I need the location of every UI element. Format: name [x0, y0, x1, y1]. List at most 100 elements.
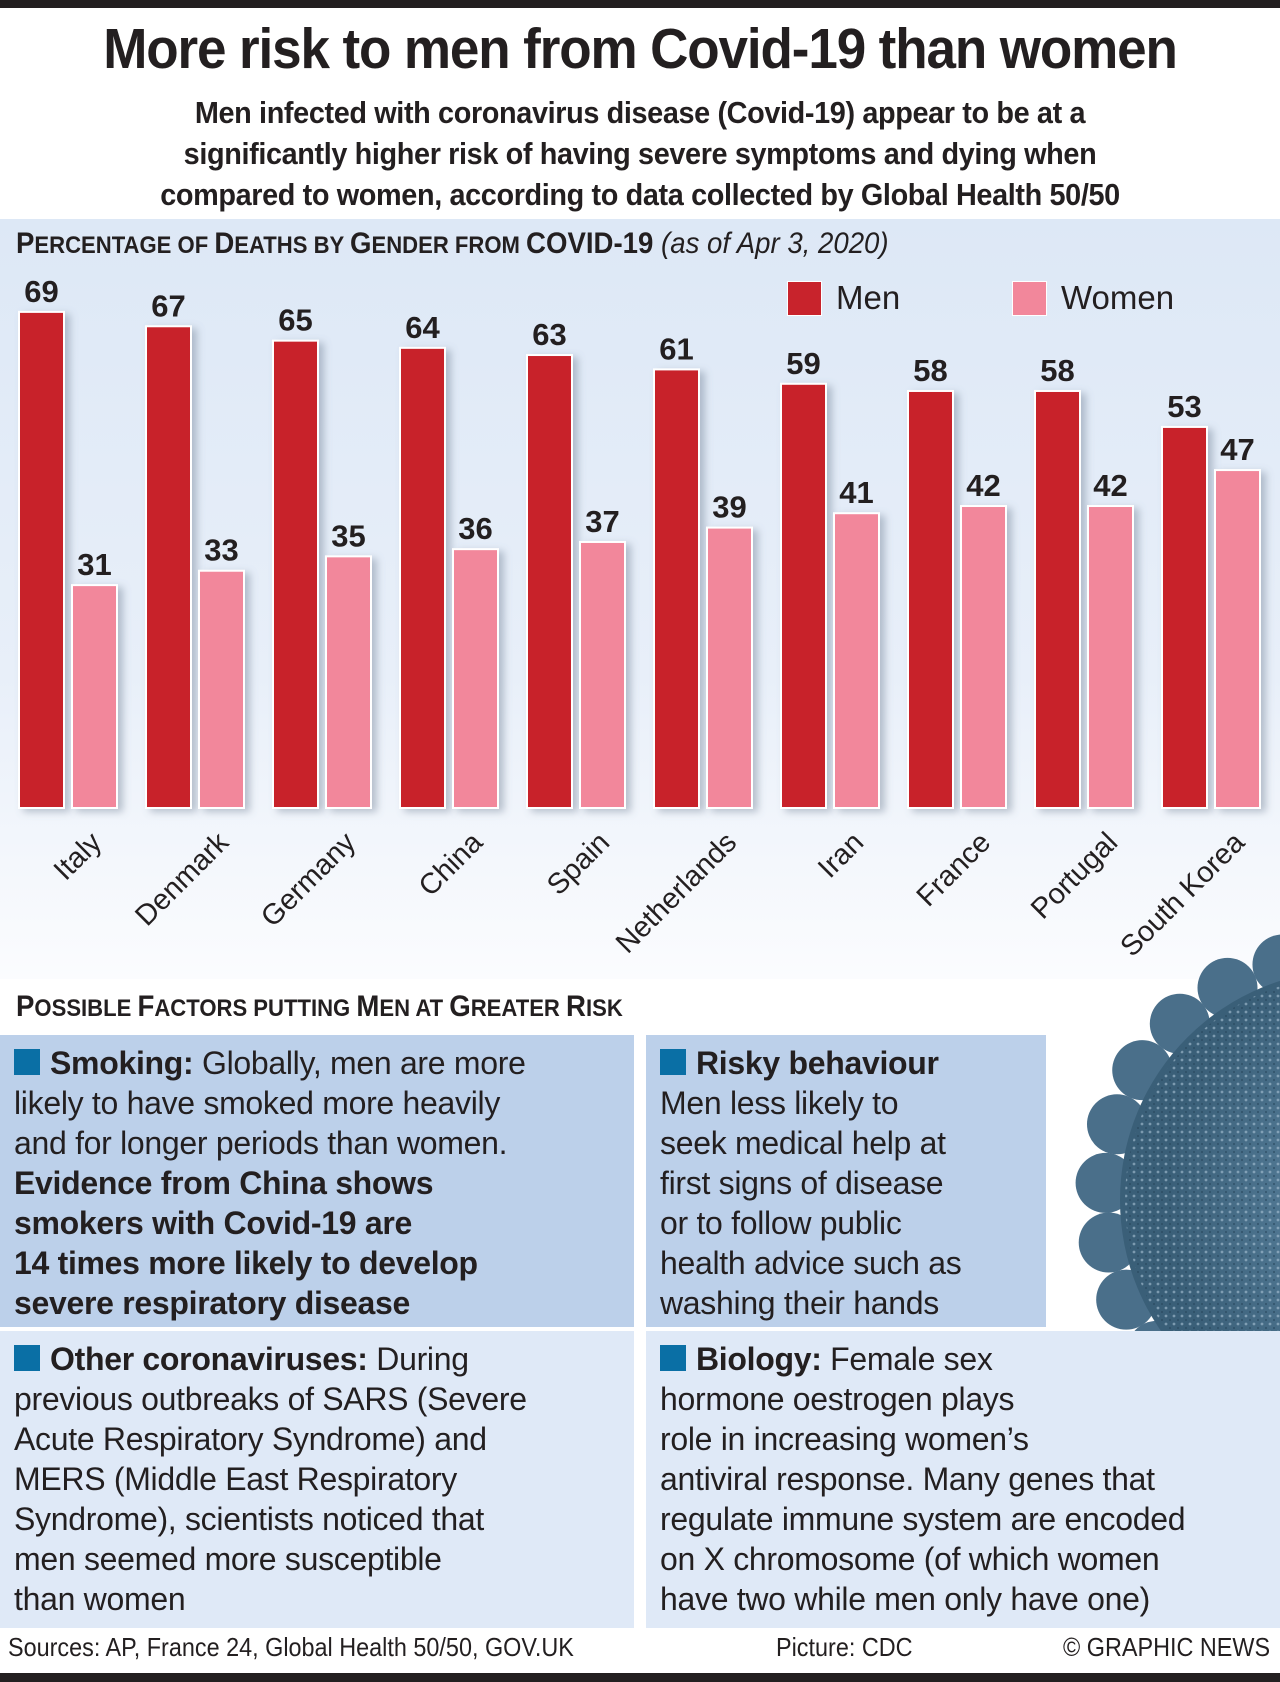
footer-picture-credit: Picture: CDC: [776, 1632, 913, 1662]
category-label: China: [413, 826, 490, 903]
factor-line: Acute Respiratory Syndrome) and: [14, 1421, 487, 1457]
bar-men-germany: [272, 339, 319, 810]
heading-text: REATER: [470, 995, 567, 1022]
bar-value-label: 58: [913, 353, 947, 388]
category-label: Germany: [255, 826, 362, 933]
factor-line: Syndrome), scientists noticed that: [14, 1501, 485, 1537]
factor-line: antiviral response. Many genes that: [660, 1461, 1155, 1497]
subtitle-line: significantly higher risk of having seve…: [183, 136, 1097, 171]
factor-line: Other coronaviruses: During: [14, 1339, 620, 1379]
factor-line: seek medical help at: [660, 1125, 946, 1161]
bar-women-china: [452, 548, 499, 809]
bar-value-label: 67: [151, 288, 185, 323]
bar-women-italy: [71, 584, 118, 809]
factor-box-biology: Biology: Female sex hormone oestrogen pl…: [646, 1331, 1280, 1628]
factor-line: washing their hands: [660, 1285, 939, 1321]
factor-box-smoking: Smoking: Globally, men are more likely t…: [0, 1035, 634, 1327]
bar-value-label: 65: [278, 303, 312, 338]
virus-spike: [1078, 1212, 1139, 1273]
chart-title: PERCENTAGE OF DEATHS BY GENDER FROM COVI…: [16, 227, 889, 261]
virus-spike: [1149, 993, 1210, 1054]
factor-line-bold: 14 times more likely to develop: [14, 1245, 478, 1281]
factor-line-bold: smokers with Covid-19 are: [14, 1205, 412, 1241]
bar-value-label: 42: [1093, 468, 1127, 503]
factor-box-other-coronaviruses: Other coronaviruses: During previous out…: [0, 1331, 634, 1628]
legend-swatch-men: [787, 280, 822, 316]
virus-spike: [1112, 1040, 1173, 1101]
bar-men-portugal: [1034, 389, 1081, 809]
factor-box-risky-behaviour: Risky behaviour Men less likely to seek …: [646, 1035, 1046, 1327]
top-rule: [0, 0, 1280, 8]
bar-value-label: 39: [712, 490, 746, 525]
bar-value-label: 64: [405, 310, 440, 345]
factor-line: Biology: Female sex: [660, 1339, 1266, 1379]
bar-men-south-korea: [1161, 425, 1208, 809]
chart-date-note: (as of Apr 3, 2020): [653, 227, 889, 260]
heading-text: ERCENTAGE OF: [34, 232, 215, 259]
heading-text: ISK: [585, 995, 623, 1022]
heading-text: OSSIBLE: [34, 995, 138, 1022]
page-title: More risk to men from Covid-19 than wome…: [103, 17, 1178, 81]
bar-men-denmark: [145, 325, 192, 810]
bar-women-netherlands: [706, 526, 753, 809]
virus-spike: [1086, 1094, 1147, 1155]
legend-swatch-women: [1012, 280, 1047, 316]
footer-copyright: © GRAPHIC NEWS: [1062, 1632, 1270, 1662]
factor-line: previous outbreaks of SARS (Severe: [14, 1381, 527, 1417]
factor-title: Risky behaviour: [696, 1045, 939, 1081]
factor-title: Smoking:: [50, 1045, 194, 1081]
bar-value-label: 59: [786, 346, 820, 381]
factor-line: Risky behaviour: [660, 1043, 1032, 1083]
bar-value-label: 35: [331, 518, 365, 553]
category-label: Netherlands: [610, 826, 743, 959]
heading-text: R: [566, 990, 586, 1023]
factor-line: hormone oestrogen plays: [660, 1381, 1015, 1417]
category-label: South Korea: [1114, 826, 1251, 963]
legend-label-men: Men: [836, 279, 901, 316]
factor-title: Other coronaviruses:: [50, 1341, 368, 1377]
bar-chart: 69 31 Italy 67 33 Denmark 65 35 Germany 64 36 China…: [18, 274, 1261, 963]
factor-line-bold: severe respiratory disease: [14, 1285, 411, 1321]
bar-women-iran: [833, 512, 880, 809]
factor-line: regulate immune system are encoded: [660, 1501, 1186, 1537]
category-label: Denmark: [129, 826, 235, 932]
legend-label-women: Women: [1061, 279, 1175, 316]
bar-women-france: [960, 505, 1007, 809]
category-label: Spain: [541, 826, 616, 901]
bar-men-spain: [526, 354, 573, 809]
bar-value-label: 63: [532, 317, 566, 352]
factor-line: and for longer periods than women.: [14, 1125, 508, 1161]
bar-value-label: 36: [458, 511, 492, 546]
factor-text: Globally, men are more: [193, 1045, 526, 1081]
bottom-rule: [0, 1673, 1280, 1682]
heading-text: G: [350, 227, 372, 260]
heading-text: P: [16, 990, 35, 1023]
heading-text: M: [356, 990, 380, 1023]
heading-text: G: [449, 990, 471, 1023]
category-label: Italy: [48, 826, 109, 887]
bar-women-portugal: [1087, 505, 1134, 809]
factor-line: health advice such as: [660, 1245, 962, 1281]
square-bullet-icon: [660, 1049, 686, 1075]
bar-men-italy: [18, 310, 65, 809]
heading-text: EATHS BY: [234, 232, 351, 259]
legend-item-men: Men: [787, 279, 900, 317]
subtitle-line: compared to women, according to data col…: [160, 177, 1120, 212]
bar-value-label: 41: [839, 475, 873, 510]
subtitle-line: Men infected with coronavirus disease (C…: [194, 95, 1086, 130]
category-label: Iran: [812, 826, 870, 884]
bar-value-label: 42: [966, 468, 1000, 503]
bar-value-label: 58: [1040, 353, 1074, 388]
factor-text: During: [367, 1341, 469, 1377]
factor-title: Biology:: [696, 1341, 822, 1377]
factor-line: men seemed more susceptible: [14, 1541, 442, 1577]
bar-men-china: [399, 346, 446, 809]
bar-value-label: 31: [77, 547, 111, 582]
category-label: France: [911, 826, 997, 912]
factor-line: MERS (Middle East Respiratory: [14, 1461, 457, 1497]
factor-line: role in increasing women’s: [660, 1421, 1029, 1457]
factor-line: first signs of disease: [660, 1165, 944, 1201]
bar-women-germany: [325, 555, 372, 809]
factor-line: Smoking: Globally, men are more: [14, 1043, 620, 1083]
bar-women-spain: [579, 540, 626, 809]
